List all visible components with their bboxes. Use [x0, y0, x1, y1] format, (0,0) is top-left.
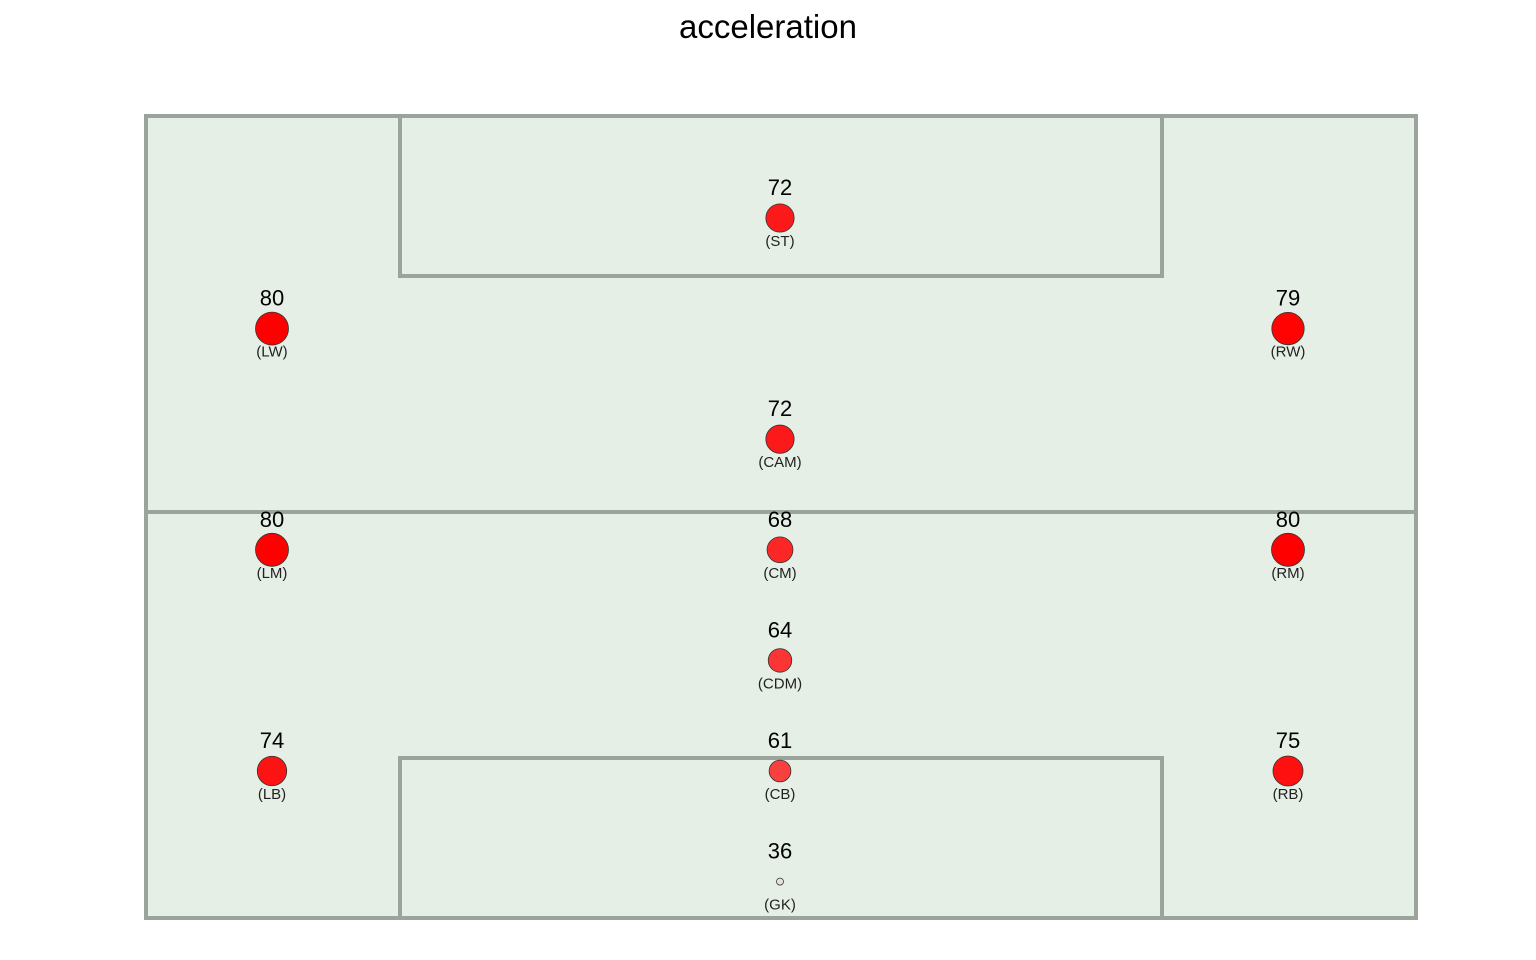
marker-rm — [1271, 532, 1305, 567]
value-label: 80 — [1276, 507, 1300, 532]
marker-cb — [768, 759, 792, 783]
marker-rb — [1272, 755, 1304, 787]
player-marks: 72 (ST) 80 (LW) 79 (RW) 72 (CAM) 80 (LM) 68 (CM) 80 (… — [255, 175, 1306, 914]
position-label: (ST) — [765, 233, 794, 250]
position-label: (CM) — [763, 565, 796, 582]
value-label: 64 — [768, 617, 792, 642]
value-label: 79 — [1276, 286, 1300, 311]
marker-lb — [256, 755, 288, 787]
value-label: 72 — [768, 175, 792, 200]
position-label: (GK) — [764, 897, 796, 914]
value-label: 72 — [768, 396, 792, 421]
position-label: (LW) — [256, 344, 287, 361]
marker-cm — [766, 536, 794, 564]
value-label: 80 — [260, 507, 284, 532]
value-label: 36 — [768, 839, 792, 864]
position-label: (CAM) — [758, 454, 801, 471]
position-label: (CDM) — [758, 675, 802, 692]
chart-title: acceleration — [679, 8, 857, 45]
value-label: 75 — [1276, 728, 1300, 753]
bottom-penalty-box — [398, 756, 1164, 918]
value-label: 74 — [260, 728, 284, 753]
marker-rw — [1271, 311, 1305, 346]
value-label: 61 — [768, 728, 792, 753]
marker-cdm — [767, 648, 793, 673]
marker-cam — [765, 424, 795, 454]
pitch-outline — [144, 114, 1418, 920]
position-label: (LM) — [257, 565, 288, 582]
value-label: 68 — [768, 507, 792, 532]
position-label: (CB) — [765, 786, 796, 803]
value-label: 80 — [260, 286, 284, 311]
position-label: (RW) — [1271, 344, 1306, 361]
position-label: (RB) — [1273, 786, 1304, 803]
top-penalty-box — [398, 116, 1164, 278]
marker-gk — [776, 877, 784, 886]
marker-lw — [255, 311, 289, 346]
marker-st — [765, 203, 795, 233]
marker-lm — [255, 532, 289, 567]
position-label: (RM) — [1271, 565, 1304, 582]
position-label: (LB) — [258, 786, 286, 803]
